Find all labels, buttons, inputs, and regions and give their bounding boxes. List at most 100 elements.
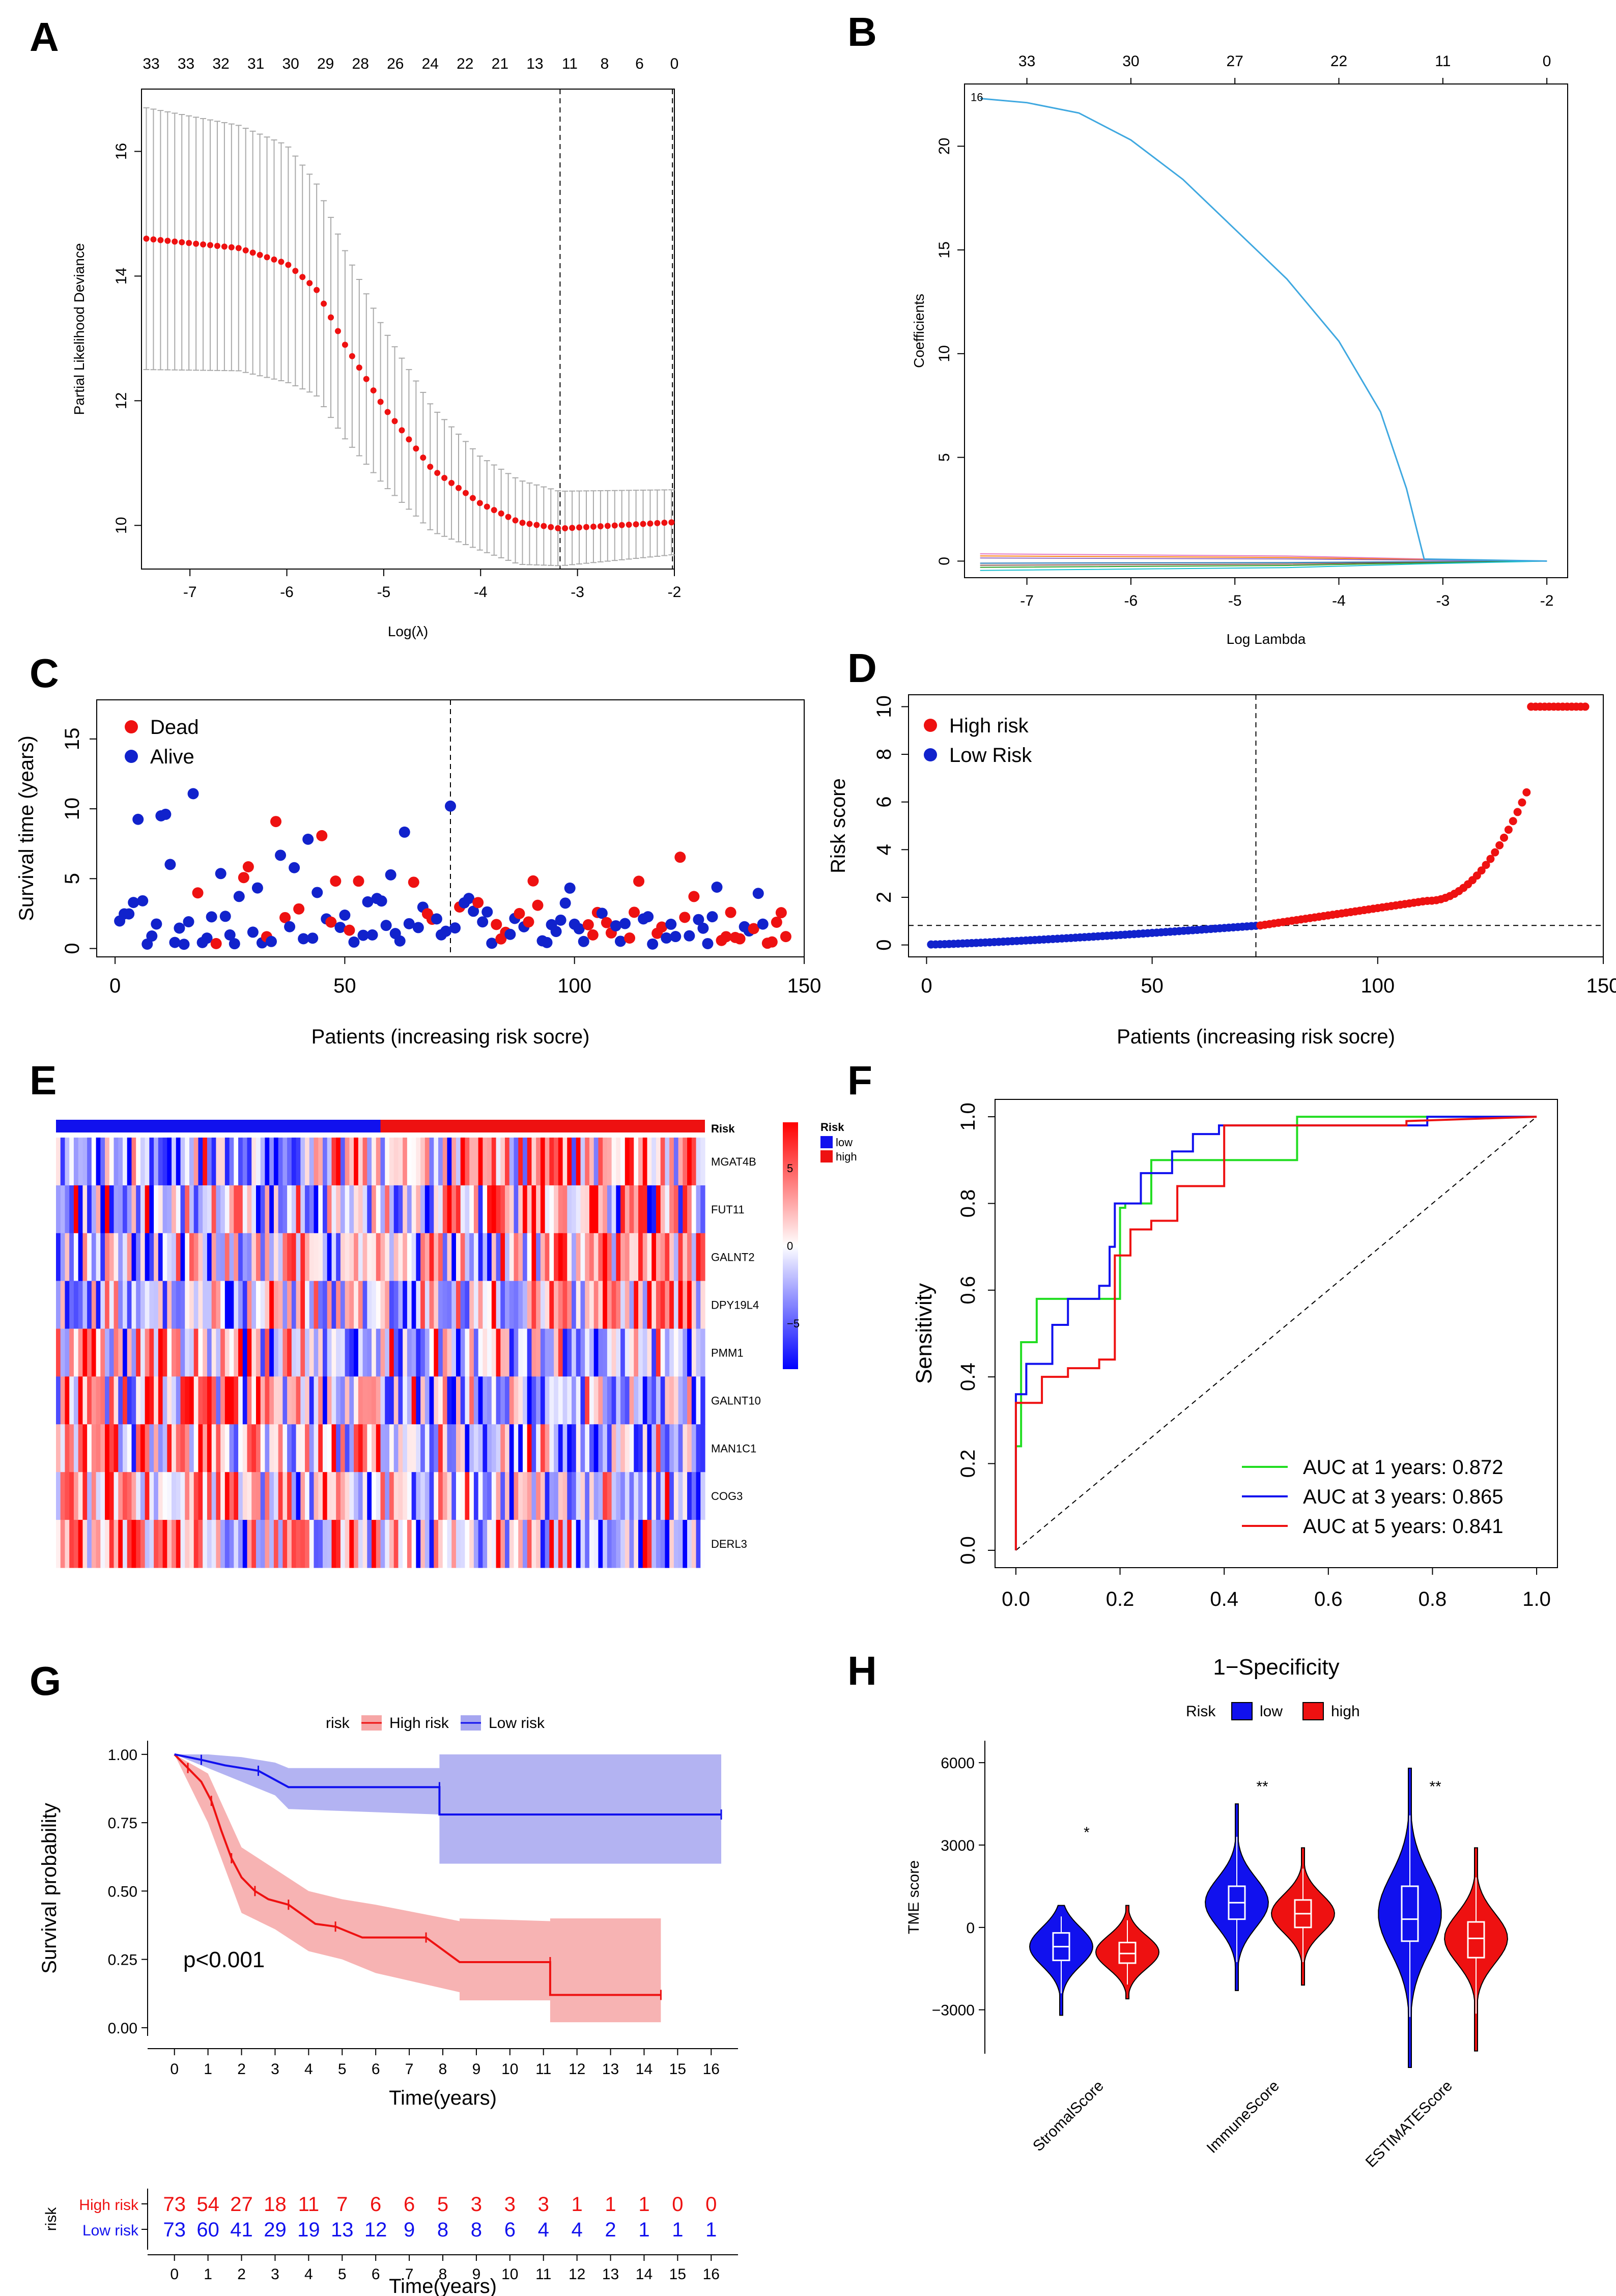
- risk-table-count: 5: [437, 2193, 448, 2216]
- heatmap-cell: [385, 1376, 390, 1425]
- deviance-point: [597, 523, 604, 529]
- deviance-point: [576, 524, 583, 531]
- heatmap-cell: [593, 1138, 599, 1186]
- legend-low-marker: [924, 748, 937, 761]
- deviance-point: [221, 243, 228, 250]
- y-tick-label: 10: [113, 517, 130, 534]
- heatmap-cell: [314, 1328, 319, 1377]
- heatmap-cell: [678, 1424, 683, 1472]
- heatmap-cell: [367, 1138, 372, 1186]
- heatmap-cell: [145, 1185, 150, 1234]
- heatmap-cell: [518, 1233, 523, 1282]
- heatmap-cell: [549, 1138, 554, 1186]
- heatmap-cell: [309, 1185, 315, 1234]
- dead-point: [725, 906, 736, 918]
- heatmap-cell: [336, 1281, 341, 1329]
- top-tick-label: 22: [1330, 53, 1347, 70]
- heatmap-cell: [634, 1281, 639, 1329]
- heatmap-cell: [487, 1233, 492, 1282]
- heatmap-cell: [118, 1185, 123, 1234]
- heatmap-cell: [82, 1424, 88, 1472]
- heatmap-cell: [389, 1328, 394, 1377]
- heatmap-cell: [589, 1233, 594, 1282]
- heatmap-cell: [691, 1424, 697, 1472]
- heatmap-cell: [145, 1520, 150, 1568]
- heatmap-cell: [687, 1376, 692, 1425]
- heatmap-cell: [358, 1185, 363, 1234]
- heatmap-cell: [665, 1281, 670, 1329]
- heatmap-cell: [665, 1138, 670, 1186]
- heatmap-cell: [114, 1281, 119, 1329]
- heatmap-cell: [354, 1376, 359, 1425]
- heatmap-cell: [678, 1520, 683, 1568]
- heatmap-cell: [496, 1138, 501, 1186]
- violin-high: [1444, 1847, 1508, 2052]
- heatmap-cell: [460, 1328, 466, 1377]
- heatmap-cell: [362, 1424, 367, 1472]
- heatmap-cell: [73, 1138, 79, 1186]
- alive-point: [298, 933, 309, 945]
- heatmap-cell: [522, 1472, 528, 1520]
- heatmap-cell: [180, 1376, 185, 1425]
- heatmap-cell: [331, 1138, 336, 1186]
- color-scale-tick: −5: [787, 1317, 800, 1330]
- deviance-point: [661, 520, 668, 526]
- x-tick-label: -3: [1436, 592, 1450, 609]
- legend-title: Risk: [1186, 1703, 1216, 1720]
- heatmap-cell: [611, 1281, 616, 1329]
- heatmap-cell: [527, 1185, 532, 1234]
- heatmap-cell: [478, 1138, 483, 1186]
- heatmap-cell: [372, 1185, 377, 1234]
- heatmap-cell: [309, 1281, 315, 1329]
- heatmap-cell: [603, 1233, 608, 1282]
- alive-point: [123, 908, 135, 920]
- heatmap-cell: [451, 1328, 457, 1377]
- y-axis-label: Risk score: [827, 778, 849, 873]
- heatmap-cell: [642, 1472, 648, 1520]
- heatmap-cell: [291, 1520, 297, 1568]
- deviance-point: [399, 427, 405, 434]
- legend-swatch: [1302, 1702, 1324, 1720]
- heatmap-cell: [296, 1138, 301, 1186]
- heatmap-cell: [629, 1376, 634, 1425]
- heatmap-cell: [642, 1328, 648, 1377]
- heatmap-cell: [367, 1281, 372, 1329]
- heatmap-cell: [398, 1424, 403, 1472]
- heatmap-cell: [660, 1424, 666, 1472]
- heatmap-cell: [60, 1520, 66, 1568]
- heatmap-cell: [620, 1424, 626, 1472]
- heatmap-cell: [540, 1281, 546, 1329]
- heatmap-cell: [229, 1185, 234, 1234]
- heatmap-cell: [558, 1376, 563, 1425]
- heatmap-cell: [545, 1138, 550, 1186]
- y-axis-label: Coefficients: [911, 294, 927, 368]
- heatmap-cell: [580, 1376, 585, 1425]
- heatmap-cell: [572, 1472, 577, 1520]
- heatmap-cell: [247, 1376, 252, 1425]
- deviance-point: [569, 525, 576, 531]
- heatmap-cell: [424, 1281, 430, 1329]
- heatmap-cell: [273, 1424, 279, 1472]
- risk-table-count: 4: [538, 2219, 549, 2241]
- legend-label: AUC at 5 years: 0.841: [1303, 1515, 1504, 1538]
- heatmap-cell: [522, 1185, 528, 1234]
- heatmap-cell: [109, 1328, 115, 1377]
- top-tick-label: 22: [457, 55, 473, 72]
- heatmap-cell: [127, 1472, 132, 1520]
- heatmap-cell: [572, 1328, 577, 1377]
- heatmap-cell: [207, 1424, 212, 1472]
- deviance-point: [590, 523, 597, 530]
- dead-point: [587, 929, 599, 941]
- heatmap-cell: [687, 1520, 692, 1568]
- heatmap-cell: [224, 1328, 230, 1377]
- heatmap-cell: [180, 1233, 185, 1282]
- dead-point: [491, 919, 502, 930]
- heatmap-cell: [224, 1472, 230, 1520]
- heatmap-cell: [300, 1520, 305, 1568]
- top-tick-label: 21: [492, 55, 508, 72]
- heatmap-cell: [372, 1520, 377, 1568]
- heatmap-cell: [554, 1233, 559, 1282]
- heatmap-cell: [282, 1424, 288, 1472]
- heatmap-cell: [136, 1424, 141, 1472]
- heatmap-cell: [673, 1328, 679, 1377]
